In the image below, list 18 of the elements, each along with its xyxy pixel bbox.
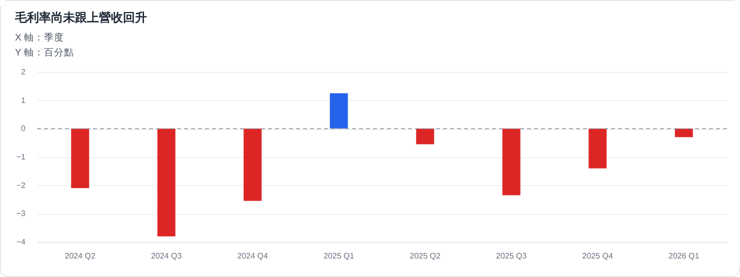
chart-title: 毛利率尚未跟上營收回升 (14, 10, 147, 24)
x-tick-label: 2024 Q3 (151, 252, 182, 260)
y-tick-label: −4 (16, 238, 26, 246)
x-tick-label: 2026 Q1 (668, 252, 700, 260)
x-tick-label: 2025 Q4 (582, 252, 614, 260)
x-tick-label: 2025 Q2 (410, 252, 442, 260)
x-tick-label: 2025 Q1 (324, 252, 355, 260)
y-tick-label: −3 (16, 209, 26, 218)
x-tick-label: 2025 Q3 (496, 252, 528, 260)
y-tick-label: 2 (21, 68, 26, 76)
x-axis-title: X 軸：季度 (15, 32, 64, 44)
y-tick-label: 0 (21, 124, 26, 134)
x-tick-label: 2024 Q4 (237, 252, 269, 260)
y-tick-label: −2 (16, 180, 26, 190)
y-tick-label: −1 (16, 152, 26, 162)
y-axis-title: Y 軸：百分點 (15, 46, 74, 58)
x-tick-label: 2024 Q2 (64, 252, 96, 260)
y-tick-label: 1 (21, 96, 26, 105)
